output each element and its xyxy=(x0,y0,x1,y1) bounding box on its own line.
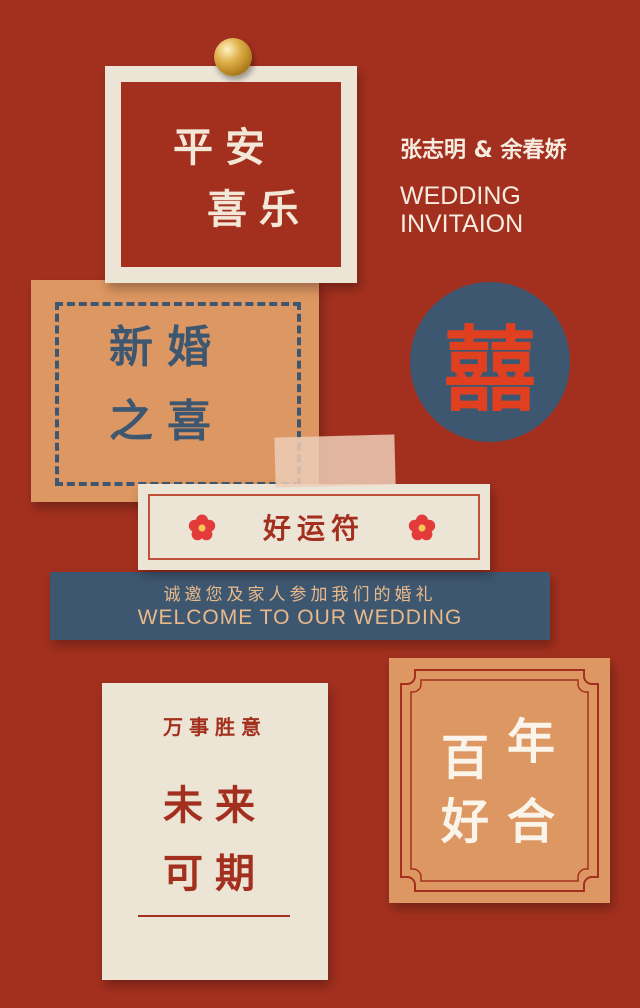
card3-small-text: 万事胜意 xyxy=(163,715,267,739)
double-happiness-glyph: 囍 xyxy=(443,316,536,424)
card4-char-nian: 年 xyxy=(507,714,556,770)
welcome-text-en: WELCOME TO OUR WEDDING xyxy=(137,606,463,629)
plum-blossom-icon xyxy=(188,514,216,541)
card-inner-panel: 平安 喜乐 xyxy=(121,82,341,267)
card4-char-he: 合 xyxy=(507,794,556,850)
lucky-charm-label: 好运符 xyxy=(262,512,365,545)
card-xin-hun-zhi-xi: 新婚 之喜 xyxy=(31,280,319,502)
card2-line2: 之喜 xyxy=(109,396,225,447)
underline-divider xyxy=(138,915,290,917)
card1-line2: 喜乐 xyxy=(207,187,311,233)
invitation-line2: INVITAION xyxy=(400,210,524,238)
card3-line2: 可期 xyxy=(163,851,267,897)
card-wei-lai-ke-qi: 万事胜意 未来 可期 xyxy=(102,683,328,980)
ornamental-frame xyxy=(400,669,599,892)
welcome-text-cn: 诚邀您及家人参加我们的婚礼 xyxy=(163,585,437,605)
card-bai-nian-hao-he: 百 年 好 合 xyxy=(389,658,610,903)
welcome-band: 诚邀您及家人参加我们的婚礼 WELCOME TO OUR WEDDING xyxy=(50,572,550,640)
couple-names: 张志明 & 余春娇 xyxy=(400,138,567,163)
invitation-line1: WEDDING xyxy=(400,182,521,210)
lucky-charm-card: 好运符 xyxy=(138,484,490,570)
card3-line1: 未来 xyxy=(163,783,267,829)
lucky-card-border xyxy=(148,494,480,560)
card1-line1: 平安 xyxy=(173,125,277,171)
double-happiness-badge: 囍 xyxy=(410,282,570,442)
card4-char-hao: 好 xyxy=(441,794,490,850)
plum-blossom-icon xyxy=(408,514,436,541)
card4-char-bai: 百 xyxy=(441,730,490,786)
gold-pin-icon xyxy=(214,38,252,76)
tape-strip xyxy=(274,434,396,488)
card2-line1: 新婚 xyxy=(109,322,225,373)
card-ping-an-xi-le: 平安 喜乐 xyxy=(105,66,357,283)
